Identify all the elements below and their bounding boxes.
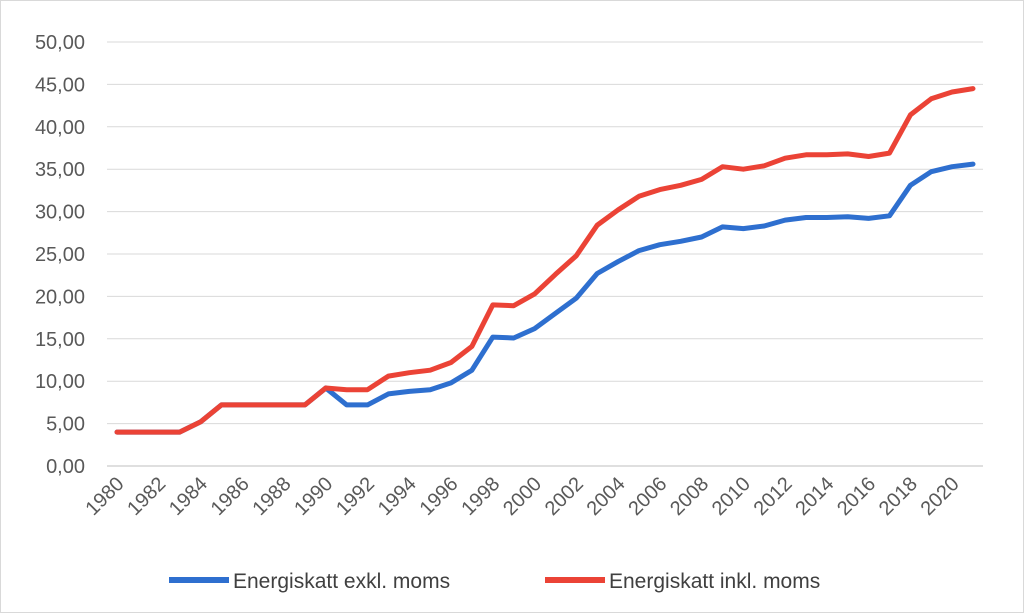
y-tick-label: 35,00 (35, 159, 85, 181)
gridlines (107, 41, 983, 467)
legend: Energiskatt exkl. moms Energiskatt inkl.… (169, 570, 820, 593)
x-tick-label: 2004 (583, 473, 630, 520)
y-tick-label: 40,00 (35, 117, 85, 139)
x-tick-label: 2006 (624, 473, 671, 520)
y-axis-tick-labels: 0,00 5,00 10,00 15,00 20,00 25,00 30,00 35,00 40… (35, 32, 85, 478)
x-tick-label: 1986 (207, 473, 254, 520)
x-tick-label: 2002 (541, 473, 588, 520)
x-axis-tick-labels: 1980198219841986198819901992199419961998… (82, 473, 964, 520)
x-tick-label: 1980 (82, 473, 129, 520)
x-tick-label: 2018 (875, 473, 922, 520)
x-tick-label: 2012 (750, 473, 797, 520)
y-tick-label: 15,00 (35, 329, 85, 351)
y-tick-label: 0,00 (46, 456, 85, 478)
x-tick-label: 2014 (791, 473, 838, 520)
x-tick-label: 1982 (123, 473, 170, 520)
y-tick-label: 45,00 (35, 74, 85, 96)
x-tick-label: 1988 (249, 473, 296, 520)
x-tick-label: 1990 (290, 473, 337, 520)
x-tick-label: 1998 (457, 473, 504, 520)
y-tick-label: 5,00 (46, 414, 85, 436)
legend-label-inkl-moms: Energiskatt inkl. moms (609, 570, 820, 593)
series-line-inkl-moms (114, 86, 976, 435)
x-tick-label: 2020 (917, 473, 964, 520)
y-tick-label: 20,00 (35, 286, 85, 308)
x-tick-label: 2008 (666, 473, 713, 520)
y-tick-label: 10,00 (35, 371, 85, 393)
x-tick-label: 2010 (708, 473, 755, 520)
x-tick-label: 1994 (374, 473, 421, 520)
x-tick-label: 1992 (332, 473, 379, 520)
x-tick-label: 2016 (833, 473, 880, 520)
y-tick-label: 50,00 (35, 32, 85, 54)
legend-label-exkl-moms: Energiskatt exkl. moms (233, 570, 450, 593)
series-lines (114, 86, 976, 435)
x-tick-label: 2000 (499, 473, 546, 520)
x-tick-label: 1996 (416, 473, 463, 520)
y-tick-label: 30,00 (35, 202, 85, 224)
series-line-exkl-moms (114, 161, 976, 435)
x-tick-label: 1984 (165, 473, 212, 520)
y-tick-label: 25,00 (35, 244, 85, 266)
